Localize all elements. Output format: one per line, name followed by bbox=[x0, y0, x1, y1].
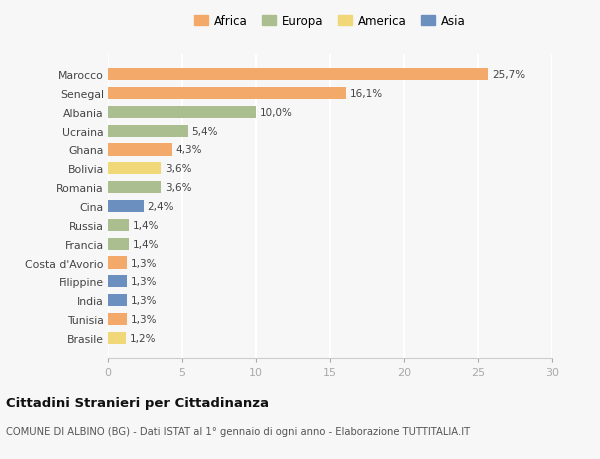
Text: 3,6%: 3,6% bbox=[165, 183, 191, 193]
Text: 25,7%: 25,7% bbox=[492, 70, 525, 80]
Text: 3,6%: 3,6% bbox=[165, 164, 191, 174]
Bar bbox=[108, 163, 161, 175]
Text: COMUNE DI ALBINO (BG) - Dati ISTAT al 1° gennaio di ogni anno - Elaborazione TUT: COMUNE DI ALBINO (BG) - Dati ISTAT al 1°… bbox=[6, 426, 470, 436]
Bar bbox=[108, 125, 188, 137]
Text: Cittadini Stranieri per Cittadinanza: Cittadini Stranieri per Cittadinanza bbox=[6, 396, 269, 409]
Text: 16,1%: 16,1% bbox=[350, 89, 383, 99]
Text: 1,3%: 1,3% bbox=[131, 258, 157, 268]
Text: 1,4%: 1,4% bbox=[133, 220, 159, 230]
Text: 1,3%: 1,3% bbox=[131, 296, 157, 306]
Bar bbox=[108, 238, 129, 250]
Bar bbox=[108, 182, 161, 194]
Text: 2,4%: 2,4% bbox=[147, 202, 174, 212]
Bar bbox=[108, 313, 127, 325]
Text: 10,0%: 10,0% bbox=[260, 107, 293, 118]
Bar bbox=[108, 219, 129, 231]
Bar bbox=[108, 294, 127, 307]
Text: 1,3%: 1,3% bbox=[131, 314, 157, 325]
Text: 1,3%: 1,3% bbox=[131, 277, 157, 287]
Bar bbox=[108, 201, 143, 213]
Text: 1,2%: 1,2% bbox=[130, 333, 156, 343]
Bar bbox=[108, 276, 127, 288]
Bar bbox=[108, 69, 488, 81]
Bar bbox=[108, 144, 172, 156]
Bar bbox=[108, 88, 346, 100]
Text: 4,3%: 4,3% bbox=[175, 145, 202, 155]
Text: 1,4%: 1,4% bbox=[133, 239, 159, 249]
Bar bbox=[108, 106, 256, 119]
Legend: Africa, Europa, America, Asia: Africa, Europa, America, Asia bbox=[192, 12, 468, 30]
Bar bbox=[108, 332, 126, 344]
Text: 5,4%: 5,4% bbox=[191, 126, 218, 136]
Bar bbox=[108, 257, 127, 269]
